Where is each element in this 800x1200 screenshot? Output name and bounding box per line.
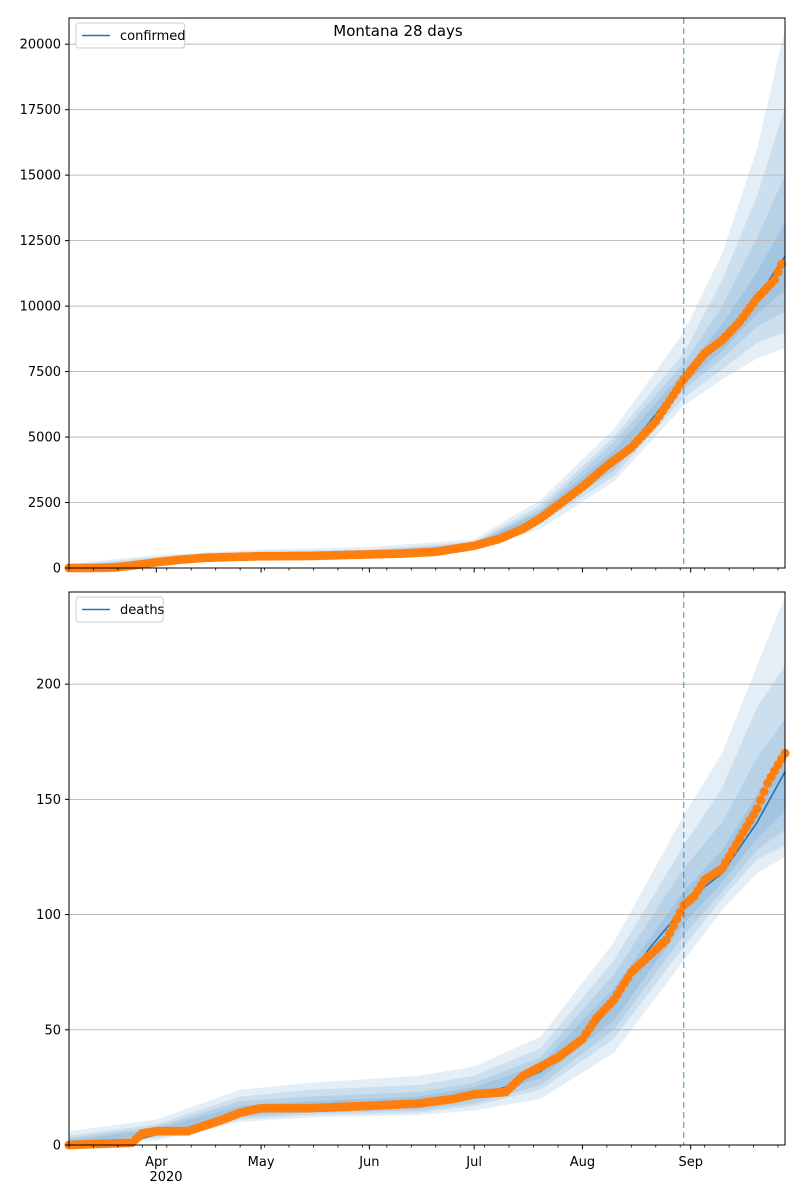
- x-tick-label-may: May: [248, 1155, 275, 1170]
- confirmed-frame-rect: [68, 17, 786, 569]
- deaths-observed-point: [752, 804, 762, 814]
- confirmed-y-tick-label: 20000: [20, 38, 61, 53]
- deaths-legend-label: deaths: [120, 603, 165, 618]
- deaths-legend-box: [75, 596, 164, 623]
- x-axis-year-label: 2020: [149, 1170, 182, 1185]
- deaths-y-tick-label: 200: [36, 678, 61, 693]
- confirmed-y-tick-label: 12500: [20, 234, 61, 249]
- deaths-y-tick-label: 150: [36, 793, 61, 808]
- confirmed-band-1: [69, 107, 785, 569]
- deaths-y-ticks: 0 50 100 150 200: [36, 678, 69, 1154]
- deaths-legend: deaths: [75, 596, 165, 623]
- x-tick-label-aug: Aug: [570, 1155, 595, 1170]
- x-tick-label-jun: Jun: [358, 1155, 379, 1170]
- deaths-axes-frame: [68, 591, 786, 1146]
- deaths-observed-point: [661, 935, 671, 945]
- confirmed-y-tick-label: 0: [53, 562, 61, 577]
- deaths-observed-point: [668, 921, 678, 931]
- confirmed-observed-point: [773, 267, 783, 277]
- x-tick-label-sep: Sep: [678, 1155, 703, 1170]
- deaths-frame-rect: [68, 591, 786, 1146]
- confirmed-y-tick-label: 15000: [20, 169, 61, 184]
- confirmed-panel: 0 2500 5000 7500 10000 12500 15000 17500 20000 c…: [20, 17, 787, 577]
- confirmed-y-tick-label: 5000: [28, 431, 61, 446]
- deaths-y-tick-label: 50: [44, 1023, 61, 1038]
- deaths-observed-point: [665, 928, 675, 938]
- deaths-y-tick-label: 0: [53, 1139, 61, 1154]
- chart-title: Montana 28 days: [333, 22, 463, 40]
- deaths-observed-point: [675, 907, 685, 917]
- deaths-observed-point: [759, 787, 769, 797]
- deaths-band-1: [69, 665, 785, 1145]
- deaths-panel: 0 50 100 150 200 deaths: [36, 591, 790, 1154]
- x-axis-month-labels: Apr May Jun Jul Aug Sep: [145, 1155, 703, 1170]
- confirmed-gridlines: [69, 43, 785, 569]
- confirmed-y-tick-label: 7500: [28, 365, 61, 380]
- confirmed-y-tick-label: 17500: [20, 103, 61, 118]
- confirmed-y-ticks: 0 2500 5000 7500 10000 12500 15000 17500 20000: [20, 38, 69, 577]
- deaths-observed-points: [64, 748, 790, 1150]
- confirmed-legend-label: confirmed: [120, 29, 186, 44]
- confirmed-observed-points: [64, 259, 787, 573]
- x-tick-label-apr: Apr: [145, 1155, 168, 1170]
- deaths-observed-point: [672, 914, 682, 924]
- confirmed-x-ticks: [68, 568, 779, 573]
- confirmed-y-tick-label: 10000: [20, 300, 61, 315]
- confirmed-observed-point: [777, 259, 787, 269]
- deaths-y-tick-label: 100: [36, 908, 61, 923]
- deaths-uncertainty-bands: [69, 596, 785, 1145]
- deaths-x-ticks: [68, 1145, 779, 1150]
- deaths-observed-point: [756, 795, 766, 805]
- confirmed-observed-point: [770, 275, 780, 285]
- confirmed-axes-frame: [68, 17, 786, 569]
- confirmed-y-tick-label: 2500: [28, 496, 61, 511]
- confirmed-legend-box: [75, 22, 186, 49]
- x-tick-label-jul: Jul: [465, 1155, 482, 1170]
- confirmed-legend: confirmed: [75, 22, 186, 49]
